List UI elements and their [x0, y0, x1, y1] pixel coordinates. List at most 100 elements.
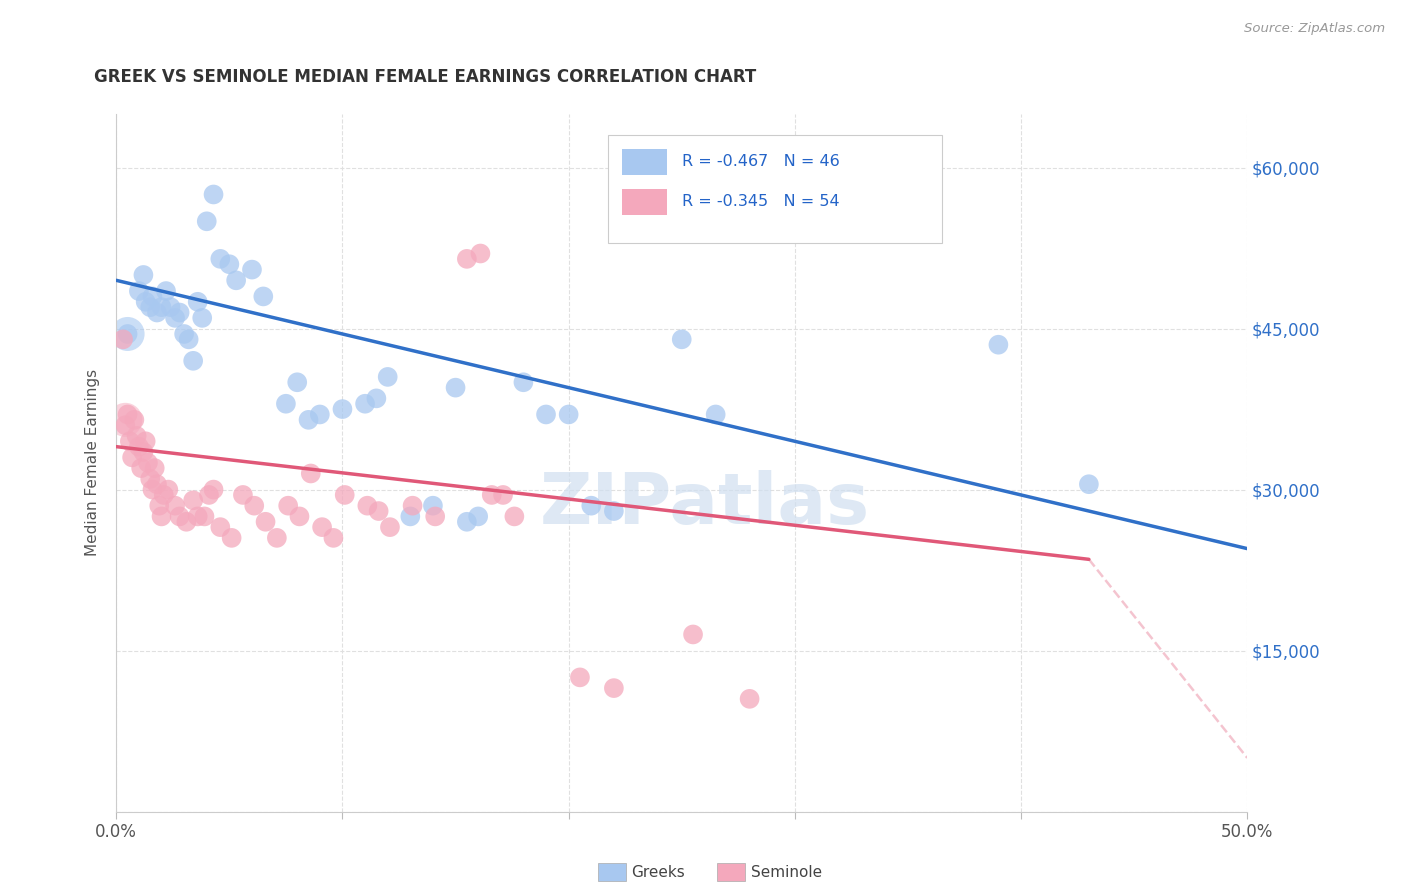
Point: [124, 413, 146, 427]
Point: [557, 408, 579, 422]
Point: [332, 402, 354, 417]
Point: [277, 499, 299, 513]
Point: [456, 515, 478, 529]
Point: [356, 499, 378, 513]
Point: [202, 483, 225, 497]
Point: [603, 504, 626, 518]
Point: [209, 520, 232, 534]
Point: [308, 408, 330, 422]
Point: [114, 413, 136, 427]
Point: [366, 392, 388, 406]
Point: [492, 488, 515, 502]
Point: [139, 472, 162, 486]
Point: [141, 289, 163, 303]
Point: [187, 294, 209, 309]
Point: [399, 509, 422, 524]
Text: Greeks: Greeks: [631, 865, 685, 880]
Point: [135, 434, 157, 449]
Point: [132, 445, 155, 459]
Point: [1077, 477, 1099, 491]
Point: [378, 520, 401, 534]
Point: [202, 187, 225, 202]
Bar: [621, 149, 666, 176]
Point: [456, 252, 478, 266]
Point: [187, 509, 209, 524]
Point: [136, 456, 159, 470]
Point: [150, 300, 173, 314]
Point: [288, 509, 311, 524]
Point: [422, 499, 444, 513]
Point: [198, 488, 221, 502]
Point: [195, 214, 218, 228]
Point: [444, 381, 467, 395]
Point: [252, 289, 274, 303]
Text: Source: ZipAtlas.com: Source: ZipAtlas.com: [1244, 22, 1385, 36]
Point: [297, 413, 319, 427]
Point: [181, 493, 204, 508]
Point: [118, 434, 141, 449]
Point: [169, 305, 191, 319]
Point: [285, 376, 308, 390]
Point: [425, 509, 447, 524]
Point: [603, 681, 626, 695]
Point: [367, 504, 389, 518]
Point: [117, 408, 139, 422]
Point: [121, 450, 143, 465]
Point: [333, 488, 356, 502]
Point: [682, 627, 704, 641]
Point: [266, 531, 288, 545]
Point: [209, 252, 232, 266]
Point: [143, 461, 166, 475]
Point: [987, 337, 1010, 351]
Point: [481, 488, 503, 502]
Point: [128, 440, 150, 454]
Point: [568, 670, 591, 684]
Bar: [621, 188, 666, 215]
Text: GREEK VS SEMINOLE MEDIAN FEMALE EARNINGS CORRELATION CHART: GREEK VS SEMINOLE MEDIAN FEMALE EARNINGS…: [94, 68, 756, 87]
Point: [534, 408, 557, 422]
Point: [377, 370, 399, 384]
Text: R = -0.467   N = 46: R = -0.467 N = 46: [682, 154, 839, 169]
Point: [155, 284, 177, 298]
Point: [146, 305, 169, 319]
Point: [176, 515, 198, 529]
Text: ZIPatlas: ZIPatlas: [540, 470, 869, 539]
Point: [401, 499, 423, 513]
Point: [671, 332, 693, 346]
Point: [470, 246, 492, 260]
Point: [117, 326, 139, 341]
Point: [177, 332, 200, 346]
Point: [311, 520, 333, 534]
FancyBboxPatch shape: [609, 135, 942, 243]
Point: [159, 300, 181, 314]
Point: [193, 509, 215, 524]
Point: [135, 294, 157, 309]
Point: [299, 467, 322, 481]
Point: [274, 397, 297, 411]
Point: [243, 499, 266, 513]
Point: [165, 310, 187, 325]
Point: [148, 499, 170, 513]
Point: [150, 509, 173, 524]
Point: [322, 531, 344, 545]
Point: [169, 509, 191, 524]
Point: [738, 691, 761, 706]
Point: [112, 332, 135, 346]
Point: [132, 268, 155, 282]
Point: [221, 531, 243, 545]
Point: [225, 273, 247, 287]
Text: R = -0.345   N = 54: R = -0.345 N = 54: [682, 194, 839, 209]
Point: [467, 509, 489, 524]
Point: [157, 483, 180, 497]
Point: [218, 257, 240, 271]
Point: [141, 483, 163, 497]
Point: [254, 515, 277, 529]
Point: [139, 300, 162, 314]
Point: [129, 461, 152, 475]
Point: [232, 488, 254, 502]
Y-axis label: Median Female Earnings: Median Female Earnings: [86, 369, 100, 557]
Point: [128, 284, 150, 298]
Text: Seminole: Seminole: [751, 865, 823, 880]
Point: [114, 418, 136, 433]
Point: [173, 326, 195, 341]
